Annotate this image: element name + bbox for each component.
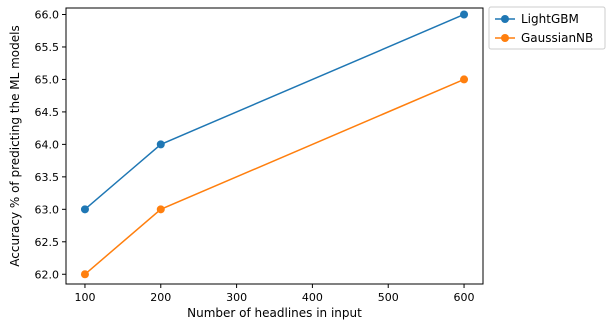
y-tick-label: 64.5 bbox=[35, 106, 60, 119]
legend-box bbox=[488, 6, 606, 50]
y-tick-label: 62.0 bbox=[35, 268, 60, 281]
x-tick-label: 400 bbox=[302, 291, 323, 304]
data-point bbox=[460, 75, 469, 84]
data-point bbox=[460, 10, 469, 19]
x-axis-ticks: 100 200 300 400 500 600 bbox=[74, 284, 475, 304]
x-tick-label: 500 bbox=[378, 291, 399, 304]
series-gaussiannb bbox=[80, 75, 469, 279]
legend-marker bbox=[501, 34, 509, 42]
legend: LightGBM GaussianNB bbox=[488, 6, 606, 50]
y-tick-label: 65.5 bbox=[35, 41, 60, 54]
data-point bbox=[80, 270, 89, 279]
y-tick-label: 66.0 bbox=[35, 8, 60, 21]
legend-marker bbox=[501, 15, 509, 23]
y-tick-label: 63.0 bbox=[35, 203, 60, 216]
plot-area-frame bbox=[65, 7, 484, 285]
legend-label: LightGBM bbox=[521, 12, 579, 26]
y-tick-label: 65.0 bbox=[35, 73, 60, 86]
series-lightgbm bbox=[80, 10, 469, 214]
data-point bbox=[80, 205, 89, 214]
series-line bbox=[84, 78, 465, 275]
legend-item-lightgbm: LightGBM bbox=[495, 12, 579, 26]
y-axis-ticks: 62.0 62.5 63.0 63.5 64.0 64.5 65.0 65.5 66.0 bbox=[35, 8, 66, 281]
x-tick-label: 300 bbox=[226, 291, 247, 304]
y-axis-label: Accuracy % of predicting the ML models bbox=[8, 25, 22, 266]
legend-item-gaussiannb: GaussianNB bbox=[495, 31, 593, 45]
x-tick-label: 100 bbox=[74, 291, 95, 304]
data-point bbox=[156, 140, 165, 149]
y-tick-label: 64.0 bbox=[35, 138, 60, 151]
x-tick-label: 600 bbox=[454, 291, 475, 304]
series-line bbox=[84, 13, 465, 210]
y-tick-label: 63.5 bbox=[35, 171, 60, 184]
series-lines bbox=[80, 10, 469, 279]
legend-label: GaussianNB bbox=[521, 31, 593, 45]
x-tick-label: 200 bbox=[150, 291, 171, 304]
y-tick-label: 62.5 bbox=[35, 236, 60, 249]
x-axis-label: Number of headlines in input bbox=[187, 306, 362, 320]
data-point bbox=[156, 205, 165, 214]
